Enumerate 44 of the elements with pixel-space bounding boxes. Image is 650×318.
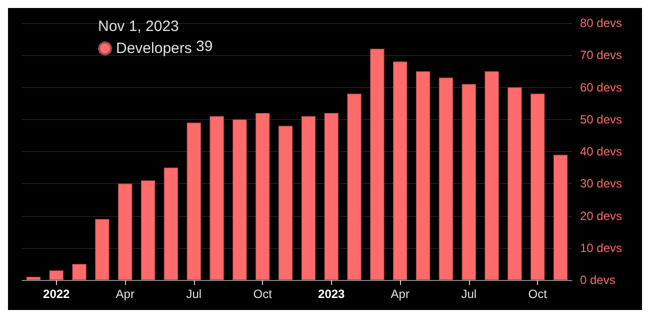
bar — [484, 71, 499, 280]
bar — [416, 71, 430, 280]
x-tick-label: 2022 — [43, 287, 70, 301]
x-tick-label: Jul — [461, 287, 477, 301]
y-tick-label: 80 devs — [580, 16, 622, 30]
bar — [370, 48, 384, 280]
bar — [278, 126, 293, 280]
y-tick-label: 20 devs — [580, 208, 622, 223]
bar — [140, 180, 156, 280]
y-tick-label: 30 devs — [580, 176, 622, 191]
bar — [438, 78, 454, 280]
y-tick-label: 0 devs — [580, 273, 616, 287]
bar — [186, 122, 201, 280]
y-tick-label: 40 devs — [580, 144, 622, 158]
bar — [324, 112, 338, 280]
y-tick-label: 60 devs — [580, 80, 622, 94]
x-tick-label: Jul — [186, 287, 202, 301]
bar — [256, 112, 270, 280]
bar — [553, 154, 568, 280]
y-tick-label: 10 devs — [580, 240, 622, 255]
bar — [301, 116, 316, 280]
bar — [462, 84, 476, 280]
bar — [232, 119, 247, 280]
y-tick-label: 70 devs — [580, 48, 622, 62]
annotation: 39 — [196, 38, 213, 55]
x-tick-label: Oct — [253, 287, 273, 301]
x-tick-label: Oct — [528, 287, 548, 301]
bar — [95, 218, 110, 280]
bar — [49, 270, 64, 280]
chart-title: Nov 1, 2023 — [98, 18, 179, 35]
bar — [210, 116, 224, 280]
x-tick-label: 2023 — [318, 287, 346, 301]
bar — [393, 62, 408, 280]
bar — [347, 94, 362, 280]
bar — [118, 184, 132, 280]
bar — [508, 87, 522, 280]
bar — [530, 94, 545, 280]
legend-label: Developers — [116, 40, 192, 57]
bar — [164, 168, 178, 280]
bar — [26, 276, 41, 280]
x-tick-label: Apr — [116, 287, 134, 301]
y-tick-label: 50 devs — [580, 112, 622, 126]
bar — [72, 264, 86, 280]
x-tick-label: Apr — [390, 287, 410, 301]
